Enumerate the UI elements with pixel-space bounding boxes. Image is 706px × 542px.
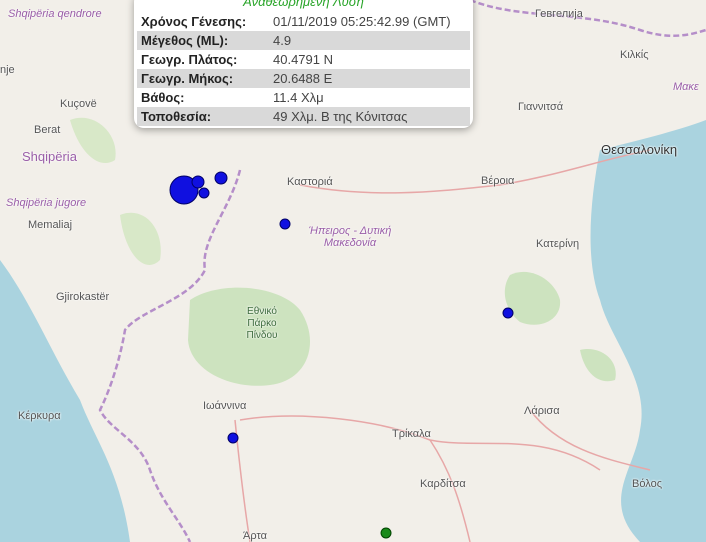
popup-label: Τοποθεσία: — [137, 107, 269, 126]
popup-value: 40.4791 N — [273, 52, 333, 67]
popup-row: Τοποθεσία: 49 Χλμ. Β της Κόνιτσας — [137, 107, 470, 126]
popup-label: Χρόνος Γένεσης: — [141, 14, 247, 29]
place-label: Ιωάννινα — [203, 400, 247, 412]
popup-value: 20.6488 E — [269, 69, 470, 88]
place-label: Shqipëria qendrore — [8, 8, 102, 20]
popup-value: 01/11/2019 05:25:42.99 (GMT) — [273, 14, 451, 29]
border — [98, 169, 242, 542]
popup-row: Γεωγρ. Πλάτος: 40.4791 N — [137, 50, 470, 69]
popup: Αναθεωρημένη Λύση Χρόνος Γένεσης: 01/11/2… — [134, 0, 473, 128]
green-area — [120, 212, 161, 265]
earthquake-marker[interactable] — [191, 175, 205, 189]
popup-table: Χρόνος Γένεσης: 01/11/2019 05:25:42.99 (G… — [137, 12, 470, 126]
earthquake-marker[interactable] — [198, 187, 210, 199]
place-label: Гевгелија — [535, 8, 583, 20]
popup-value: 49 Χλμ. Β της Κόνιτσας — [269, 107, 470, 126]
place-label: nje — [0, 64, 15, 76]
place-label: Βόλος — [632, 478, 662, 490]
place-label: Γιαννιτσά — [518, 101, 564, 113]
road — [299, 149, 651, 194]
popup-row: Μέγεθος (ML): 4.9 — [137, 31, 470, 50]
place-label: Kuçovë — [60, 98, 97, 110]
earthquake-marker[interactable] — [214, 171, 228, 185]
place-label: Καστοριά — [287, 176, 333, 188]
place-label: Θεσσαλονίκη — [601, 142, 678, 157]
place-label: Κέρκυρα — [18, 410, 61, 422]
border — [469, 0, 706, 38]
road — [239, 415, 601, 471]
place-label: Shqipëria jugore — [6, 197, 87, 209]
place-label: Shqipëria — [22, 149, 77, 164]
earthquake-marker[interactable] — [380, 527, 392, 539]
place-label: Ήπειρος - Δυτική Μακεδονία — [308, 225, 392, 249]
earthquake-marker[interactable] — [227, 432, 239, 444]
popup-label: Μέγεθος (ML): — [137, 31, 269, 50]
place-label: Berat — [34, 124, 61, 136]
place-label: Κιλκίς — [620, 49, 649, 61]
place-label: Βέροια — [481, 175, 515, 187]
earthquake-marker[interactable] — [279, 218, 291, 230]
place-label: Άρτα — [243, 530, 267, 542]
popup-label: Γεωγρ. Μήκος: — [137, 69, 269, 88]
popup-label: Γεωγρ. Πλάτος: — [141, 52, 238, 67]
park — [580, 349, 616, 382]
sea — [590, 120, 706, 542]
place-label: Gjirokastër — [56, 291, 110, 303]
popup-row: Χρόνος Γένεσης: 01/11/2019 05:25:42.99 (G… — [137, 12, 470, 31]
place-label: Memaliaj — [28, 219, 73, 231]
road — [429, 409, 651, 542]
popup-row: Γεωγρ. Μήκος: 20.6488 E — [137, 69, 470, 88]
popup-row: Βάθος: 11.4 Χλμ — [137, 88, 470, 107]
place-label: Κατερίνη — [536, 238, 580, 250]
place-label: Τρίκαλα — [392, 428, 431, 440]
popup-value: 4.9 — [269, 31, 470, 50]
park — [504, 271, 561, 325]
popup-title: Αναθεωρημένη Λύση — [243, 0, 364, 9]
earthquake-marker[interactable] — [502, 307, 514, 319]
place-label: Καρδίτσα — [420, 478, 466, 490]
earthquake-marker[interactable] — [169, 175, 199, 205]
place-label: Μακε — [673, 81, 699, 93]
place-label: Λάρισα — [524, 405, 560, 417]
green-area — [70, 117, 116, 164]
park — [188, 287, 310, 386]
popup-label: Βάθος: — [141, 90, 185, 105]
sea — [0, 260, 130, 542]
place-label: Εθνικό Πάρκο Πίνδου — [246, 306, 278, 341]
popup-value: 11.4 Χλμ — [273, 90, 324, 105]
